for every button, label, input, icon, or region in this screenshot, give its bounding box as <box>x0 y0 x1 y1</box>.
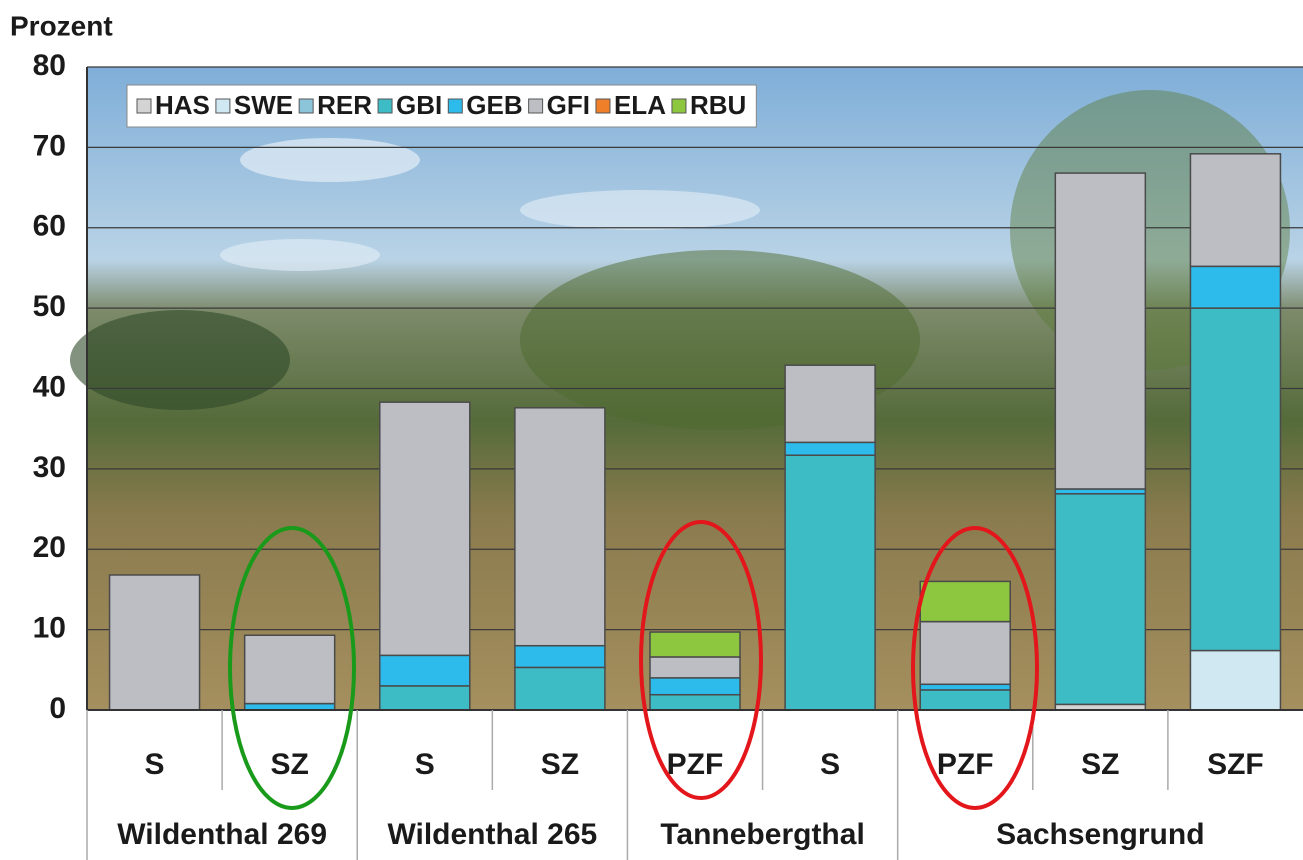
legend-label: HAS <box>155 90 210 120</box>
x-tick-label: PZF <box>667 748 724 781</box>
legend-swatch <box>378 99 392 113</box>
bar-segment <box>650 678 740 695</box>
bar-segment <box>1190 266 1280 308</box>
legend-swatch <box>299 99 313 113</box>
cloud <box>220 239 380 271</box>
y-tick-label: 20 <box>33 531 66 564</box>
legend-label: RER <box>317 90 372 120</box>
bar-segment <box>920 581 1010 621</box>
cloud <box>520 190 760 230</box>
bar-segment <box>785 455 875 710</box>
group-label: Sachsengrund <box>996 818 1204 851</box>
bar-segment <box>380 655 470 686</box>
x-tick-label: SZ <box>1081 748 1119 781</box>
legend-swatch <box>216 99 230 113</box>
bar-segment <box>650 695 740 710</box>
bar-segment <box>920 684 1010 690</box>
trees <box>70 310 290 410</box>
x-tick-label: S <box>145 748 165 781</box>
y-tick-label: 40 <box>33 370 66 403</box>
x-tick-label: SZ <box>541 748 579 781</box>
chart: Prozent 0 10 20 30 40 50 60 70 80 S SZ S SZ PZF S PZF SZ… <box>0 0 1303 860</box>
legend-swatch <box>137 99 151 113</box>
bar-segment <box>920 622 1010 685</box>
legend-label: GBI <box>396 90 442 120</box>
y-axis-label: Prozent <box>10 10 113 41</box>
bar-segment <box>1190 154 1280 267</box>
legend-swatch <box>448 99 462 113</box>
bar-segment <box>515 646 605 668</box>
bar-segment <box>1190 308 1280 650</box>
bar-segment <box>785 442 875 455</box>
y-tick-label: 30 <box>33 451 66 484</box>
bar-segment <box>245 635 335 703</box>
legend-label: GFI <box>547 90 590 120</box>
group-label: Wildenthal 269 <box>117 818 327 851</box>
x-tick-label: PZF <box>937 748 994 781</box>
bar-segment <box>785 365 875 442</box>
bar-segment <box>1055 173 1145 489</box>
bar-segment <box>380 402 470 655</box>
bar-segment <box>650 632 740 657</box>
legend-swatch <box>529 99 543 113</box>
legend-label: SWE <box>234 90 293 120</box>
bar-segment <box>1055 494 1145 705</box>
cloud <box>240 138 420 182</box>
legend-label: GEB <box>466 90 522 120</box>
legend-label: RBU <box>690 90 746 120</box>
bar-segment <box>650 657 740 678</box>
y-tick-label: 80 <box>33 49 66 82</box>
group-label: Tannebergthal <box>660 818 864 851</box>
x-tick-label: SZF <box>1207 748 1264 781</box>
bar-segment <box>380 686 470 710</box>
bar-segment <box>1190 651 1280 710</box>
y-tick-label: 0 <box>49 692 66 725</box>
y-tick-label: 10 <box>33 612 66 645</box>
legend-label: ELA <box>614 90 666 120</box>
page: Prozent 0 10 20 30 40 50 60 70 80 S SZ S SZ PZF S PZF SZ… <box>0 0 1303 860</box>
legend-swatch <box>672 99 686 113</box>
x-tick-label: S <box>820 748 840 781</box>
bar-segment <box>515 408 605 646</box>
group-label: Wildenthal 265 <box>387 818 597 851</box>
legend-swatch <box>596 99 610 113</box>
y-tick-label: 50 <box>33 290 66 323</box>
bar-segment <box>515 667 605 710</box>
bar-segment <box>920 690 1010 710</box>
x-tick-label: SZ <box>270 748 308 781</box>
y-tick-label: 70 <box>33 129 66 162</box>
bar-segment <box>110 575 200 710</box>
y-tick-label: 60 <box>33 210 66 243</box>
x-tick-label: S <box>415 748 435 781</box>
